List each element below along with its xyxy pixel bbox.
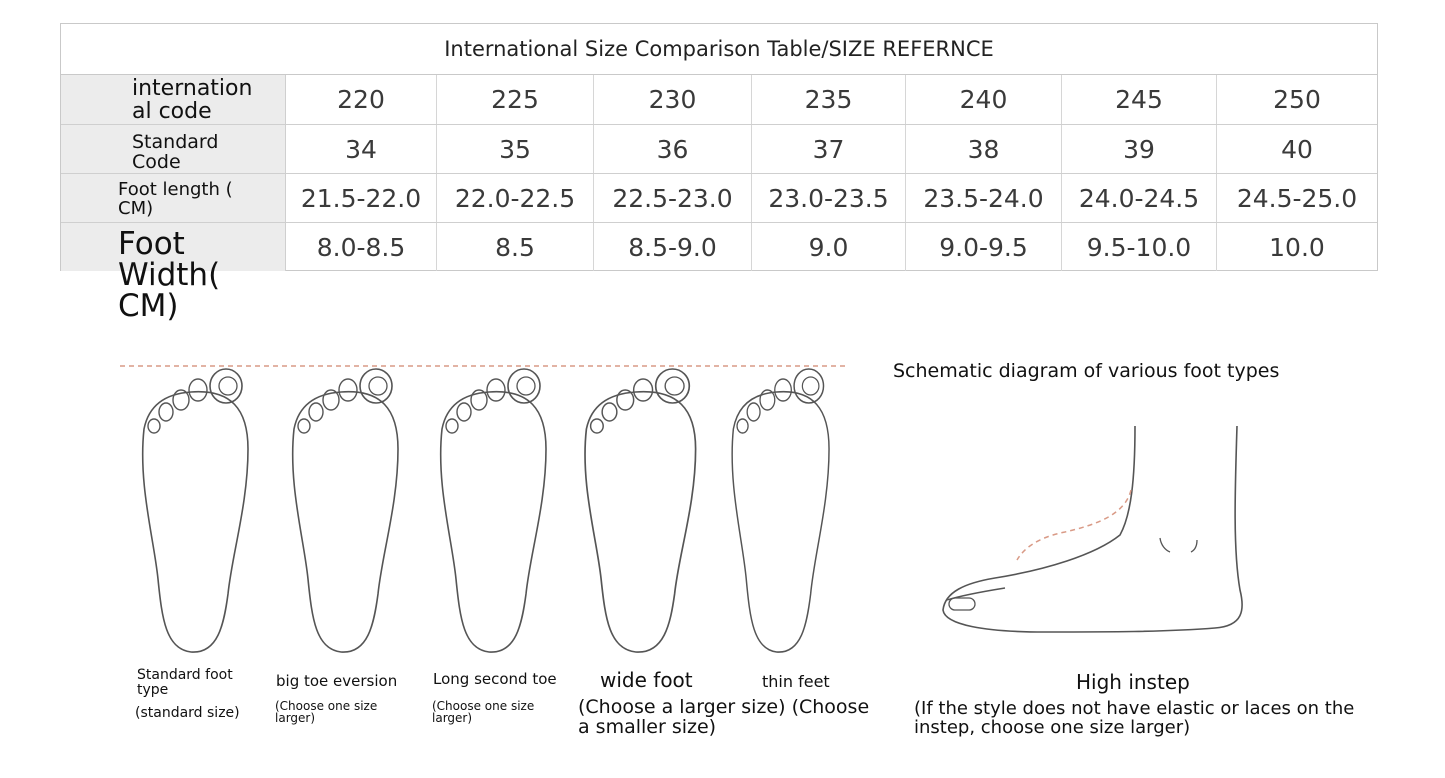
table-cell: 225 [437, 75, 594, 124]
table-cell: 23.5-24.0 [906, 174, 1062, 222]
long-second-toe-outline [439, 368, 547, 653]
high-instep-illustration [925, 420, 1255, 650]
table-cell: 24.5-25.0 [1236, 183, 1358, 213]
table-cell: 24.0-24.5 [1062, 174, 1217, 222]
big-toe-note: (Choose one size larger) [275, 699, 378, 725]
big-toe-label: big toe eversion [276, 672, 398, 690]
wide-foot-label: wide foot [600, 668, 693, 692]
table-cell: 35 [437, 125, 594, 173]
row-header-label: Foot Width( CM) [118, 226, 221, 324]
table-cell: 8.5 [437, 223, 594, 271]
row-header: Standard Code [61, 125, 286, 173]
table-row: internation al code 220 225 230 235 240 … [61, 75, 1377, 125]
standard-foot-note: (standard size) [135, 705, 240, 721]
standard-foot-outline [141, 368, 249, 653]
standard-foot-label: Standard foot type [137, 667, 233, 698]
schematic-title: Schematic diagram of various foot types [893, 360, 1280, 382]
row-header: internation al code [61, 75, 286, 124]
table-cell: 9.0 [752, 223, 906, 271]
table-row: Foot length ( CM) 21.5-22.0 22.0-22.5 22… [61, 174, 1377, 223]
thin-foot-outline [731, 368, 830, 653]
wide-foot-note: (Choose a larger size) (Choose a smaller… [578, 696, 870, 738]
table-row: Standard Code 34 35 36 37 38 39 40 [61, 125, 1377, 174]
long-second-toe-note: (Choose one size larger) [432, 699, 535, 725]
row-header-label: internation al code [132, 76, 253, 125]
table-cell: 250 [1273, 85, 1321, 114]
table-cell: 10.0 [1269, 232, 1325, 262]
high-instep-title: High instep [1076, 670, 1190, 694]
table-cell: 21.5-22.0 [286, 174, 437, 222]
wide-foot-outline [584, 368, 697, 653]
row-header: Foot length ( CM) [61, 174, 286, 222]
table-cell: 34 [286, 125, 437, 173]
row-header-label: Foot length ( CM) [118, 179, 233, 219]
table-cell: 9.0-9.5 [906, 223, 1062, 271]
foot-types-illustration [118, 350, 848, 660]
table-cell: 245 [1062, 75, 1217, 124]
table-cell: 22.5-23.0 [594, 174, 752, 222]
high-instep-note: (If the style does not have elastic or l… [914, 698, 1355, 738]
row-header-label: Standard Code [132, 131, 219, 173]
thin-foot-label: thin feet [762, 672, 830, 691]
table-cell: 240 [906, 75, 1062, 124]
size-comparison-table: International Size Comparison Table/SIZE… [60, 23, 1378, 322]
table-cell: 9.5-10.0 [1062, 223, 1217, 271]
table-cell: 40 [1281, 134, 1313, 164]
table-cell: 36 [594, 125, 752, 173]
table-cell: 23.0-23.5 [752, 174, 906, 222]
table-title: International Size Comparison Table/SIZE… [61, 24, 1377, 75]
row-header: Foot Width( CM) [61, 223, 286, 322]
table-row: Foot Width( CM) 8.0-8.5 8.5 8.5-9.0 9.0 … [61, 223, 1377, 322]
table-cell: 8.0-8.5 [286, 223, 437, 271]
table-cell: 39 [1062, 125, 1217, 173]
table-cell: 38 [906, 125, 1062, 173]
big-toe-eversion-outline [291, 368, 399, 653]
table-cell: 230 [594, 75, 752, 124]
table-cell: 8.5-9.0 [594, 223, 752, 271]
table-cell: 37 [752, 125, 906, 173]
table-cell: 235 [752, 75, 906, 124]
table-cell: 220 [286, 75, 437, 124]
table-cell: 22.0-22.5 [437, 174, 594, 222]
long-second-toe-label: Long second toe [433, 670, 557, 688]
